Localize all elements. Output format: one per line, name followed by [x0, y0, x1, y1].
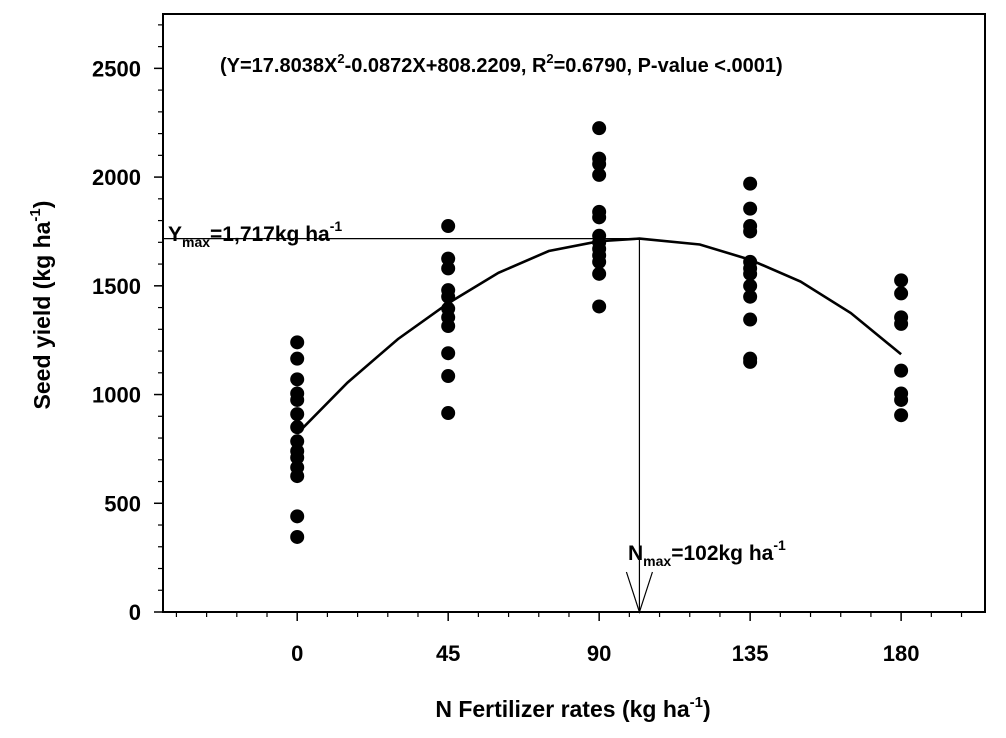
- data-point: [592, 121, 607, 136]
- data-point: [743, 266, 758, 281]
- data-point: [894, 392, 909, 407]
- axes: [162, 13, 986, 613]
- data-point: [743, 201, 758, 216]
- nmax-sub: max: [643, 553, 671, 569]
- data-point: [592, 299, 607, 314]
- data-point: [743, 289, 758, 304]
- data-point: [441, 369, 456, 384]
- data-point: [894, 408, 909, 423]
- equation-close: =0.6790, P-value <.0001): [554, 55, 783, 77]
- x-tick-label: 135: [732, 641, 769, 666]
- equation-open: (Y=17.8038X: [220, 55, 338, 77]
- data-point: [290, 529, 305, 544]
- data-points: [290, 121, 909, 544]
- y-tick-label: 500: [104, 491, 141, 516]
- nmax-sup: -1: [773, 537, 786, 553]
- data-point: [441, 289, 456, 304]
- data-point: [743, 278, 758, 293]
- x-tick-label: 0: [291, 641, 303, 666]
- data-point: [290, 335, 305, 350]
- data-point: [894, 316, 909, 331]
- data-point: [290, 407, 305, 422]
- data-point: [743, 176, 758, 191]
- nmax-label: Nmax=102kg ha-1: [628, 537, 786, 569]
- data-point: [592, 167, 607, 182]
- data-point: [441, 251, 456, 266]
- nmax-pre: N: [628, 542, 643, 565]
- y-tick-label: 2000: [92, 165, 141, 190]
- ymax-label: Ymax=1,717kg ha-1: [168, 218, 342, 250]
- ymax-pre: Y: [168, 223, 182, 246]
- equation-mid: -0.0872X+808.2209, R: [345, 55, 547, 77]
- x-axis-title-main: N Fertilizer rates (kg ha: [435, 696, 690, 722]
- data-point: [290, 351, 305, 366]
- y-tick-label: 0: [129, 600, 141, 625]
- optimum-guides: [163, 238, 653, 614]
- x-tick-label: 45: [436, 641, 460, 666]
- data-point: [441, 406, 456, 421]
- nmax-arrow: [625, 571, 653, 614]
- equation-sup-1: 2: [337, 51, 344, 66]
- x-tick-label: 180: [883, 641, 920, 666]
- data-point: [290, 450, 305, 465]
- equation-sup-2: 2: [546, 51, 553, 66]
- data-point: [290, 392, 305, 407]
- ymax-post: =1,717kg ha: [210, 223, 330, 246]
- nmax-post: =102kg ha: [671, 542, 773, 565]
- data-point: [592, 210, 607, 225]
- data-point: [290, 469, 305, 484]
- data-point: [441, 319, 456, 334]
- ticks: 0 45 90 135 180 0 500 1000 1500 2000 2500: [92, 24, 963, 666]
- data-point: [592, 266, 607, 281]
- y-axis-title: Seed yield (kg ha-1): [27, 201, 55, 410]
- data-point: [894, 363, 909, 378]
- x-axis-title-close: ): [703, 696, 711, 722]
- y-axis-title-main: Seed yield (kg ha: [29, 221, 55, 409]
- y-axis-title-close: ): [29, 201, 55, 209]
- x-tick-label: 90: [587, 641, 611, 666]
- y-axis-title-sup: -1: [27, 208, 44, 221]
- data-point: [743, 312, 758, 327]
- plot-frame: [162, 13, 986, 613]
- data-point: [894, 286, 909, 301]
- y-tick-label: 2500: [92, 56, 141, 81]
- data-point: [743, 354, 758, 369]
- y-tick-label: 1000: [92, 383, 141, 408]
- data-point: [441, 346, 456, 361]
- x-axis-title-sup: -1: [690, 694, 703, 711]
- data-point: [290, 420, 305, 435]
- data-point: [592, 254, 607, 269]
- ymax-sup: -1: [330, 218, 343, 234]
- data-point: [592, 157, 607, 172]
- data-point: [743, 224, 758, 239]
- ymax-sub: max: [182, 234, 210, 250]
- x-axis-title: N Fertilizer rates (kg ha-1): [435, 694, 710, 722]
- data-point: [441, 219, 456, 234]
- data-point: [290, 434, 305, 449]
- data-point: [894, 273, 909, 288]
- data-point: [441, 261, 456, 276]
- equation-label: (Y=17.8038X2-0.0872X+808.2209, R2=0.6790…: [220, 51, 783, 77]
- y-tick-label: 1500: [92, 274, 141, 299]
- data-point: [290, 509, 305, 524]
- data-point: [290, 372, 305, 387]
